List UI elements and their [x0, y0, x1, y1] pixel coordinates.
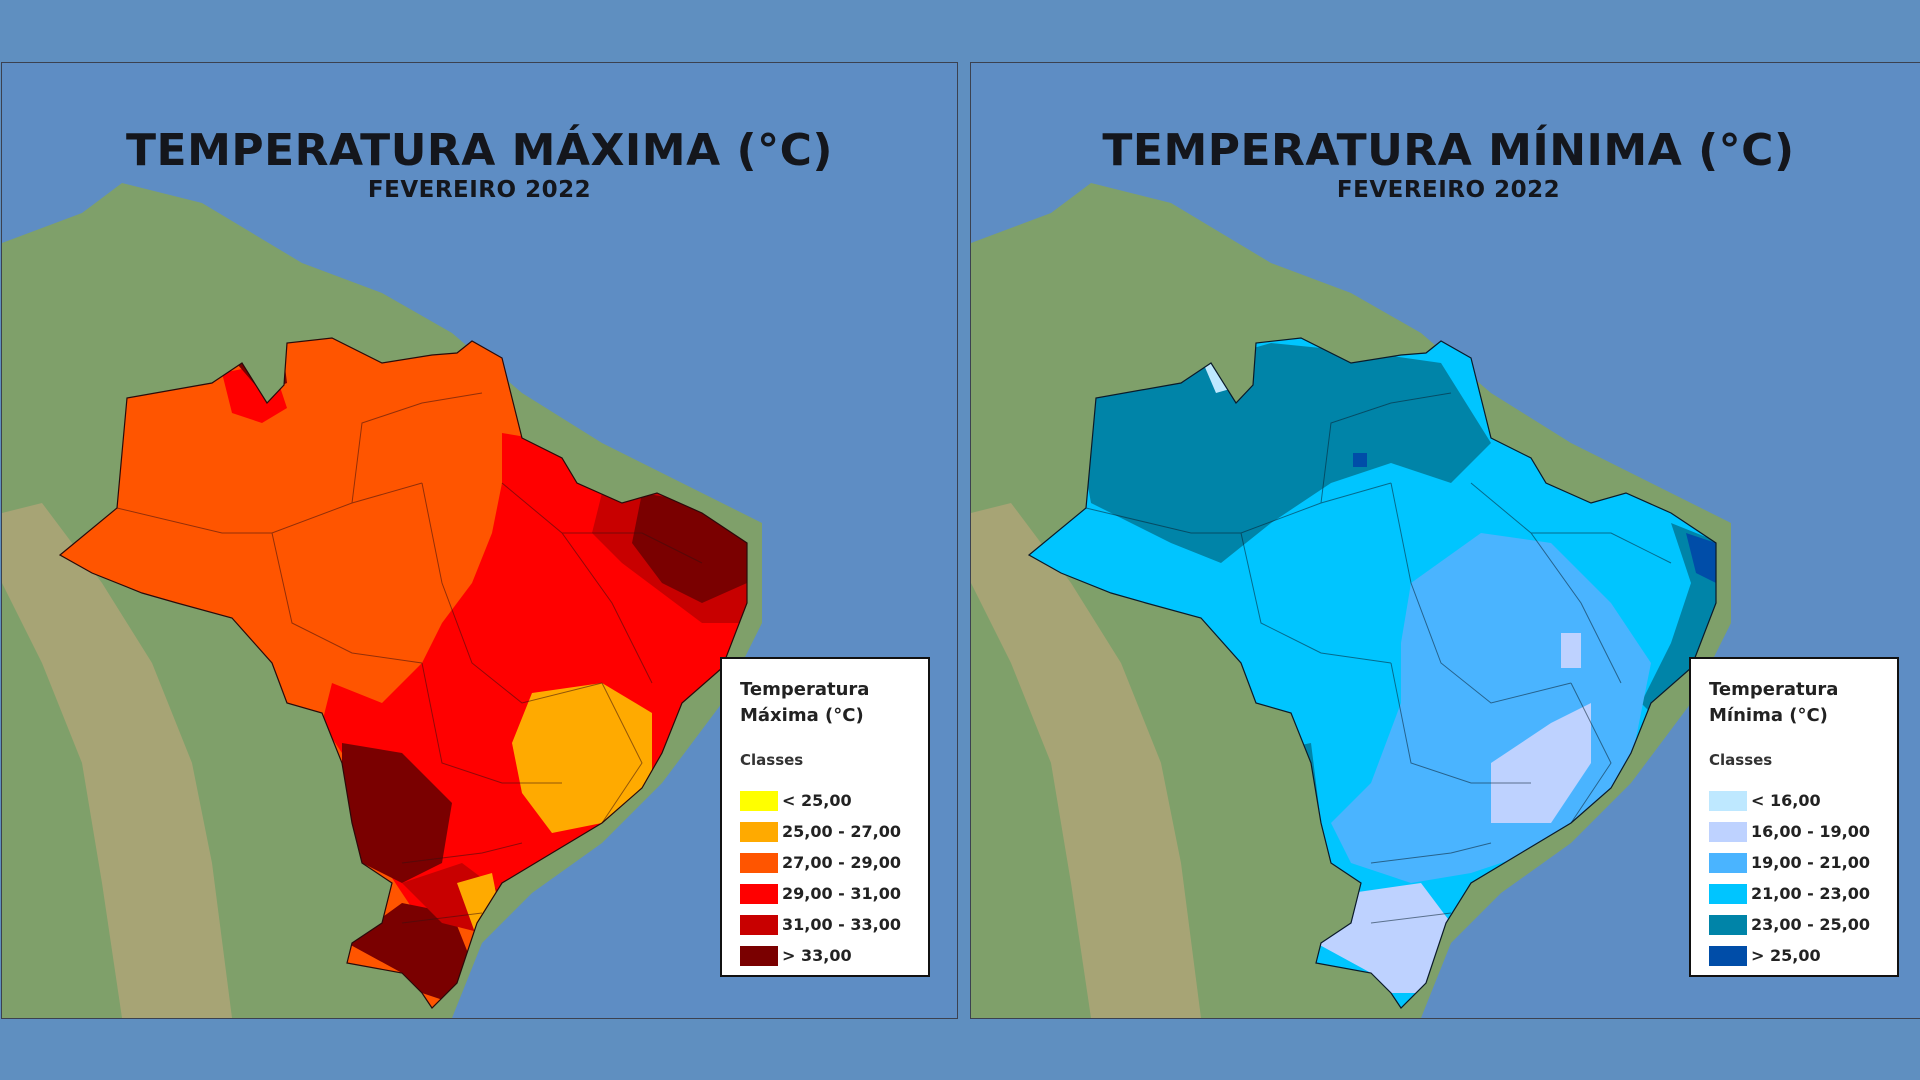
legend-item: 31,00 - 33,00	[740, 909, 901, 940]
map-subtitle: FEVEREIRO 2022	[367, 177, 592, 203]
legend-subtitle: Classes	[1709, 751, 1773, 769]
legend-subtitle: Classes	[740, 751, 804, 769]
legend-swatch	[740, 883, 778, 904]
legend: Temperatura Mínima (°C) Classes < 16,00 …	[1689, 657, 1899, 977]
map-title: TEMPERATURA MÁXIMA (°C)	[126, 125, 833, 176]
legend-items: < 16,00 16,00 - 19,00 19,00 - 21,00 21,0…	[1709, 785, 1870, 971]
legend-swatch	[1709, 883, 1747, 904]
legend-label: 31,00 - 33,00	[782, 915, 901, 934]
zone-19-21	[1331, 533, 1651, 883]
legend-item: > 25,00	[1709, 940, 1870, 971]
andes-relief	[2, 503, 232, 1018]
map-subtitle: FEVEREIRO 2022	[1336, 177, 1561, 203]
legend-items: < 25,00 25,00 - 27,00 27,00 - 29,00 29,0…	[740, 785, 901, 971]
map-title: TEMPERATURA MÍNIMA (°C)	[1102, 125, 1795, 176]
brazil-outline	[1027, 337, 1717, 1009]
legend-swatch	[1709, 821, 1747, 842]
legend-swatch	[1709, 914, 1747, 935]
legend-label: > 25,00	[1751, 946, 1821, 965]
brazil-outline	[58, 337, 748, 1009]
legend-item: 25,00 - 27,00	[740, 816, 901, 847]
zone-above-33-ms	[342, 743, 452, 883]
legend-label: 16,00 - 19,00	[1751, 822, 1870, 841]
legend-swatch	[740, 790, 778, 811]
legend-title: Temperatura Mínima (°C)	[1709, 679, 1839, 726]
legend-label: 21,00 - 23,00	[1751, 884, 1870, 903]
zone-23-25-north	[1071, 343, 1491, 563]
andes-relief	[971, 503, 1201, 1018]
legend-label: 27,00 - 29,00	[782, 853, 901, 872]
legend-swatch	[1709, 852, 1747, 873]
legend-item: 29,00 - 31,00	[740, 878, 901, 909]
legend-label: 25,00 - 27,00	[782, 822, 901, 841]
legend-swatch	[740, 914, 778, 935]
legend-item: 21,00 - 23,00	[1709, 878, 1870, 909]
legend: Temperatura Máxima (°C) Classes < 25,00 …	[720, 657, 930, 977]
legend-item: > 33,00	[740, 940, 901, 971]
min-temperature-map	[971, 63, 1920, 1018]
legend-label: < 25,00	[782, 791, 852, 810]
legend-label: < 16,00	[1751, 791, 1821, 810]
zone-16-19-ne	[1561, 633, 1581, 668]
legend-swatch	[740, 852, 778, 873]
legend-swatch	[1709, 945, 1747, 966]
state-borders	[1085, 392, 1672, 924]
zone-above-33-rs	[347, 903, 472, 1003]
legend-item: < 16,00	[1709, 785, 1870, 816]
legend-item: 23,00 - 25,00	[1709, 909, 1870, 940]
legend-swatch	[740, 945, 778, 966]
state-borders	[116, 392, 703, 924]
legend-title: Temperatura Máxima (°C)	[740, 679, 870, 726]
legend-label: 23,00 - 25,00	[1751, 915, 1870, 934]
zone-above-25-spot	[1353, 453, 1367, 467]
zone-25-27-se	[512, 683, 652, 833]
legend-item: 19,00 - 21,00	[1709, 847, 1870, 878]
legend-label: > 33,00	[782, 946, 852, 965]
zone-above-25	[1686, 533, 1716, 583]
zone-16-19-se	[1491, 703, 1591, 823]
legend-label: 19,00 - 21,00	[1751, 853, 1870, 872]
max-temperature-map	[2, 63, 957, 1018]
min-temperature-panel: TEMPERATURA MÍNIMA (°C) FEVEREIRO 2022 T…	[970, 62, 1920, 1019]
legend-label: 29,00 - 31,00	[782, 884, 901, 903]
legend-swatch	[1709, 790, 1747, 811]
legend-item: < 25,00	[740, 785, 901, 816]
legend-item: 27,00 - 29,00	[740, 847, 901, 878]
max-temperature-panel: TEMPERATURA MÁXIMA (°C) FEVEREIRO 2022 T…	[1, 62, 958, 1019]
legend-item: 16,00 - 19,00	[1709, 816, 1870, 847]
legend-swatch	[740, 821, 778, 842]
